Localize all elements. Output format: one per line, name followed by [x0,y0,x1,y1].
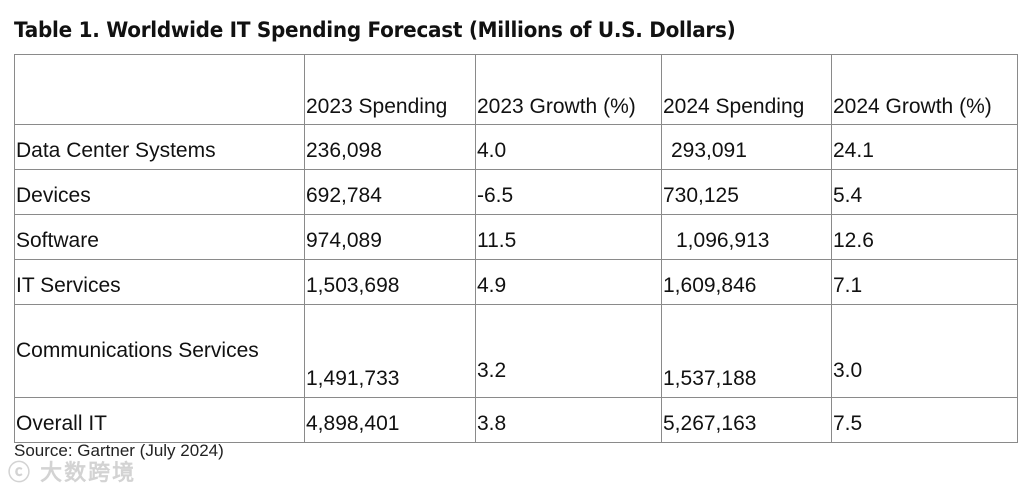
watermark-logo: ⓒ 大数跨境 [8,460,137,485]
cell: 1,491,733 [304,304,476,398]
table-row: IT Services 1,503,698 4.9 1,609,846 7.1 [14,259,1018,305]
column-header: 2023 Growth (%) [475,54,662,125]
column-header: 2024 Growth (%) [831,54,1018,125]
column-header: 2024 Spending [661,54,832,125]
cell: 1,537,188 [661,304,832,398]
source-note: Source: Gartner (July 2024) [14,441,224,460]
cell: 5.4 [831,169,1018,215]
cell: 1,503,698 [304,259,476,305]
segment-cell: IT Services [14,259,305,305]
segment-cell: Devices [14,169,305,215]
cell: 4.9 [475,259,662,305]
it-spending-table: 2023 Spending 2023 Growth (%) 2024 Spend… [14,54,1018,443]
segment-cell: Communications Services [14,304,305,398]
cell: 4,898,401 [304,397,476,443]
column-header [14,54,305,125]
table-row: Data Center Systems 236,098 4.0 293,091 … [14,124,1018,170]
cell: 7.5 [831,397,1018,443]
cell: 974,089 [304,214,476,260]
cell: 4.0 [475,124,662,170]
table-row: Overall IT 4,898,401 3.8 5,267,163 7.5 [14,397,1018,443]
table-row: Software 974,089 11.5 1,096,913 12.6 [14,214,1018,260]
cell: 12.6 [831,214,1018,260]
cell: 3.2 [475,304,662,398]
cell: 692,784 [304,169,476,215]
header-row: 2023 Spending 2023 Growth (%) 2024 Spend… [14,54,1018,125]
cell: 11.5 [475,214,662,260]
table-title: Table 1. Worldwide IT Spending Forecast … [14,18,736,43]
cell: 1,609,846 [661,259,832,305]
segment-cell: Software [14,214,305,260]
table-row: Devices 692,784 -6.5 730,125 5.4 [14,169,1018,215]
cell: -6.5 [475,169,662,215]
segment-cell: Overall IT [14,397,305,443]
cell: 730,125 [661,169,832,215]
cell: 24.1 [831,124,1018,170]
table-row: Communications Services 1,491,733 3.2 1,… [14,304,1018,398]
column-header: 2023 Spending [304,54,476,125]
cell: 1,096,913 [661,214,832,260]
cell: 3.8 [475,397,662,443]
cell: 236,098 [304,124,476,170]
cell: 3.0 [831,304,1018,398]
cell: 293,091 [661,124,832,170]
cell: 5,267,163 [661,397,832,443]
segment-cell: Data Center Systems [14,124,305,170]
cell: 7.1 [831,259,1018,305]
